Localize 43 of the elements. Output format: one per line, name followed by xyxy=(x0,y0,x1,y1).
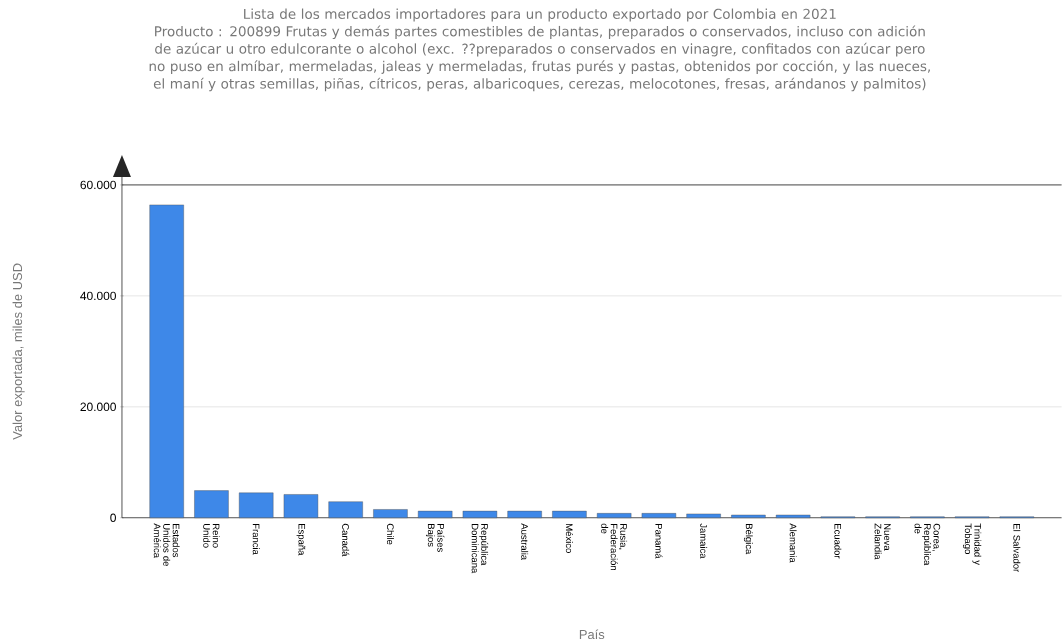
x-tick-label: Alemania xyxy=(789,523,797,563)
x-tick-label: Chile xyxy=(386,523,394,545)
x-tick-label: Canadá xyxy=(342,523,350,557)
y-tick-label: 60.000 xyxy=(80,180,116,190)
y-axis-title: Valor exportada, miles de USD xyxy=(12,263,25,440)
x-tick-label: Nueva Zelandia xyxy=(874,523,891,560)
bar xyxy=(775,514,811,519)
chart-title: Lista de los mercados importadores para un producto exportado por Colombia en 2021 xyxy=(244,8,836,22)
x-tick-label: Trinidad y Tobago xyxy=(962,523,982,566)
bar xyxy=(149,204,184,519)
x-tick-label: República Dominicana xyxy=(471,524,489,574)
y-tick-label: 20.000 xyxy=(80,402,116,412)
bar xyxy=(731,514,766,519)
bar xyxy=(373,509,408,519)
x-tick-label: Francia xyxy=(252,524,260,555)
x-tick-label: Estados Unidos de América xyxy=(153,523,180,567)
bar xyxy=(194,490,229,519)
x-tick-label: El Salvador xyxy=(1013,524,1021,573)
x-tick-label: Australia xyxy=(521,523,529,561)
y-tick-label: 0 xyxy=(110,513,116,523)
x-tick-label: Corea, República de xyxy=(914,523,941,566)
chart-subtitle: Producto : 200899 Frutas y demás partes comestibles de plantas, preparados o conservados, incluso con adición de azúcar u otro edulcorante o alcohol (exc. ??preparados o conservados en vinagre, confitados con azúcar pero no puso en almíbar, mermeladas, jaleas y mermeladas, frutas purés y pastas, obtenidos por cocción, y las nueces, el maní y otras semillas, piñas, cítricos, peras, albaricoques, cerezas, melocotones, fresas, arándanos y palmitos) xyxy=(149,25,930,92)
bar xyxy=(462,511,498,519)
x-tick-label: Rusia, Federación de xyxy=(601,523,628,571)
x-tick-label: Reino Unido xyxy=(203,524,220,548)
x-tick-label: Jamaica xyxy=(700,523,708,559)
bar xyxy=(239,492,274,519)
bar xyxy=(507,511,542,519)
x-tick-label: Ecuador xyxy=(834,524,842,559)
bar xyxy=(328,501,363,519)
x-tick-label: Países Bajos xyxy=(425,524,445,553)
x-axis-title: País xyxy=(579,629,605,640)
bar xyxy=(283,494,319,519)
x-tick-label: Panamá xyxy=(655,524,663,559)
bar xyxy=(552,511,587,519)
x-tick-label: México xyxy=(565,524,573,553)
bar xyxy=(596,513,632,519)
bar xyxy=(686,513,721,519)
bar xyxy=(641,513,677,519)
bar xyxy=(417,511,453,519)
x-tick-label: Bélgica xyxy=(743,524,753,555)
x-tick-label: España xyxy=(296,524,306,556)
y-tick-label: 40.000 xyxy=(80,291,116,301)
